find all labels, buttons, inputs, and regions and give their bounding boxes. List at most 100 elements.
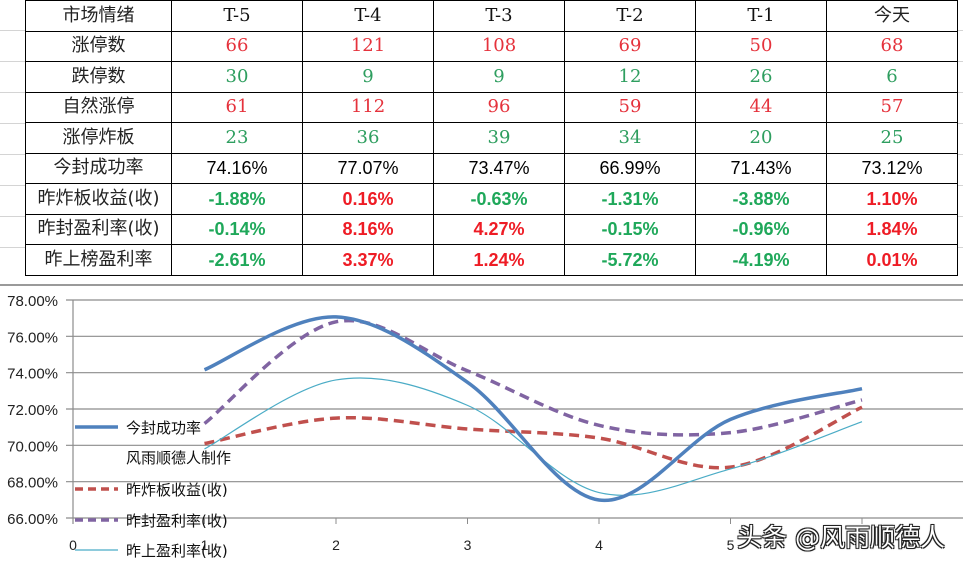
table-cell: 73.12% [826,152,958,184]
table-cell: -1.88% [171,183,303,215]
table-cell: 25 [826,122,958,154]
row-label: 涨停炸板 [25,122,172,154]
table-cell: 69 [564,30,696,62]
table-cell: 8.16% [302,213,434,245]
table-row: 跌停数 30 9 9 12 26 6 [25,61,958,93]
header-cell-t2: T-2 [564,0,696,32]
y-tick-label: 78.00% [7,293,58,310]
table-cell: 61 [171,91,303,123]
table-row: 涨停数 66 121 108 69 50 68 [25,30,958,62]
watermark: 头条 @风雨顺德人 [737,523,945,552]
header-cell-t3: T-3 [433,0,565,32]
table-cell: 30 [171,61,303,93]
chart-gridlines [66,299,963,519]
header-cell-today: 今天 [826,0,958,32]
table-cell: -0.14% [171,213,303,245]
row-label: 自然涨停 [25,91,172,123]
table-cell: 23 [171,122,303,154]
series-line [203,315,863,502]
table-cell: 74.16% [171,152,303,184]
row-label: 昨炸板收益(收) [25,183,172,215]
table-cell: 108 [433,30,565,62]
table-row: 今封成功率 74.16% 77.07% 73.47% 66.99% 71.43% 73.12… [25,152,958,184]
y-tick-label: 68.00% [7,475,58,492]
row-label: 今封成功率 [25,152,172,184]
table-cell: -1.31% [564,183,696,215]
x-tick-label: 5 [727,537,735,553]
market-sentiment-table: 市场情绪 T-5 T-4 T-3 T-2 T-1 今天 涨停数 66 121 108 6… [25,0,958,276]
chart-canvas: 78.00% 76.00% 74.00% 72.00% 70.00% 68.00% 66.0… [7,293,963,560]
y-tick-label: 70.00% [7,438,58,455]
table-cell: 96 [433,91,565,123]
table-cell: 73.47% [433,152,565,184]
table-cell: 36 [302,122,434,154]
table-cell: 68 [826,30,958,62]
table-cell: 50 [695,30,827,62]
legend-label: 昨封盈利率(收) [126,512,228,530]
x-tick-label: 2 [332,537,340,553]
x-tick-label: 4 [595,537,603,553]
table-cell: 3.37% [302,244,434,276]
header-cell-label: 市场情绪 [25,0,172,32]
table-cell: -0.96% [695,213,827,245]
table-cell: 0.16% [302,183,434,215]
x-tick-label: 3 [464,537,472,553]
series-line [204,405,863,470]
legend-label: 风雨顺德人制作 [126,449,231,467]
y-tick-label: 76.00% [7,329,58,346]
table-cell: -0.63% [433,183,565,215]
table-row: 昨上榜盈利率 -2.61% 3.37% 1.24% -5.72% -4.19% 0.01% [25,244,958,276]
table-cell: 44 [695,91,827,123]
row-label: 昨封盈利率(收) [25,213,172,245]
table-cell: 77.07% [302,152,434,184]
table-cell: 9 [302,61,434,93]
table-cell: 1.10% [826,183,958,215]
table-cell: 57 [826,91,958,123]
legend-label: 昨炸板收益(收) [126,481,228,499]
row-label: 昨上榜盈利率 [25,244,172,276]
line-chart: 78.00% 76.00% 74.00% 72.00% 70.00% 68.00% 66.0… [0,284,963,568]
table-cell: -0.15% [564,213,696,245]
table-cell: 26 [695,61,827,93]
x-axis: 0 1 2 3 4 5 [69,518,863,553]
table-cell: 1.24% [433,244,565,276]
table-cell: 6 [826,61,958,93]
table-header-row: 市场情绪 T-5 T-4 T-3 T-2 T-1 今天 [25,0,958,32]
table-row: 涨停炸板 23 36 39 34 20 25 [25,122,958,154]
x-tick-label: 1 [201,537,209,553]
y-tick-label: 74.00% [7,366,58,383]
x-tick-label: 0 [69,537,77,553]
series-line [204,377,863,496]
y-tick-label: 66.00% [7,511,58,528]
table-cell: 0.01% [826,244,958,276]
y-axis: 78.00% 76.00% 74.00% 72.00% 70.00% 68.00% 66.0… [7,293,74,528]
table-cell: -3.88% [695,183,827,215]
table-cell: 66 [171,30,303,62]
legend-label: 昨上盈利率(收) [126,542,228,560]
table-cell: 121 [302,30,434,62]
table-cell: 12 [564,61,696,93]
table-cell: 9 [433,61,565,93]
table-cell: 39 [433,122,565,154]
header-cell-t5: T-5 [171,0,303,32]
table-cell: 34 [564,122,696,154]
table-row: 昨封盈利率(收) -0.14% 8.16% 4.27% -0.15% -0.96% 1.84… [25,213,958,245]
table-cell: 1.84% [826,213,958,245]
table-row: 自然涨停 61 112 96 59 44 57 [25,91,958,123]
table-cell: 59 [564,91,696,123]
chart-series [203,315,863,502]
table-row: 昨炸板收益(收) -1.88% 0.16% -0.63% -1.31% -3.88% 1.1… [25,183,958,215]
header-cell-t4: T-4 [302,0,434,32]
table-cell: 66.99% [564,152,696,184]
y-tick-label: 72.00% [7,402,58,419]
table-cell: 20 [695,122,827,154]
row-label: 跌停数 [25,61,172,93]
table-cell: -4.19% [695,244,827,276]
table-cell: -2.61% [171,244,303,276]
table-cell: 71.43% [695,152,827,184]
series-line [203,318,863,437]
table-cell: 4.27% [433,213,565,245]
header-cell-t1: T-1 [695,0,827,32]
table-cell: -5.72% [564,244,696,276]
row-label: 涨停数 [25,30,172,62]
